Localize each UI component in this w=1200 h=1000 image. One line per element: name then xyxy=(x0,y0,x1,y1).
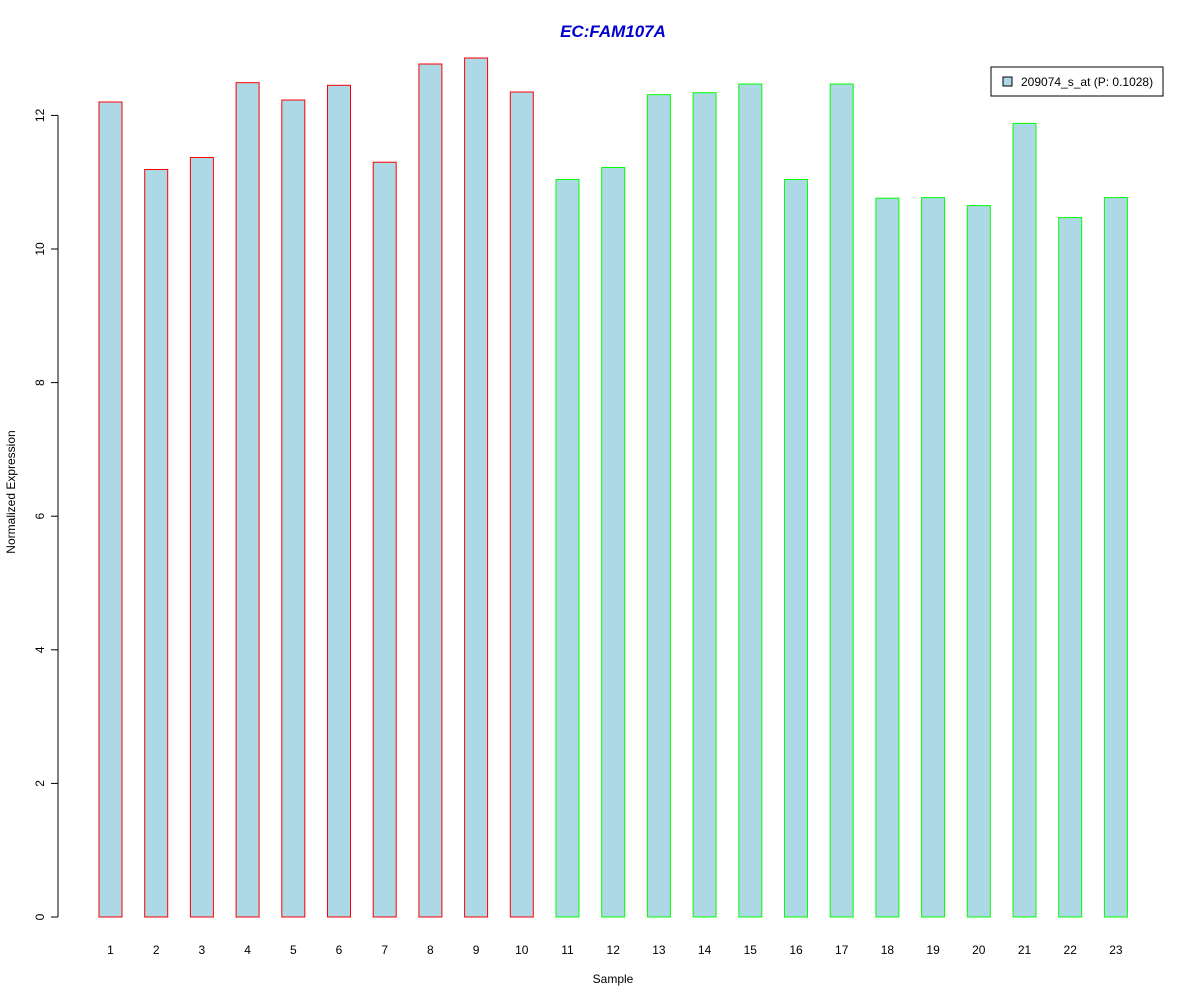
x-axis-tick-label: 10 xyxy=(515,943,529,957)
bar-sample-23 xyxy=(1103,197,1128,918)
bars-group xyxy=(98,57,1128,918)
y-axis-tick-label: 12 xyxy=(33,108,47,122)
x-axis-tick-label: 6 xyxy=(336,943,343,957)
x-axis-tick-label: 7 xyxy=(381,943,388,957)
x-axis-tick-labels: 1 2 3 4 5 6 7 8 9 10 11 12 13 14 15 16 17 18 19 20 21 22 23 xyxy=(107,943,1123,957)
bar-sample-14 xyxy=(692,92,717,918)
x-axis-tick-label: 13 xyxy=(652,943,666,957)
x-axis-tick-label: 23 xyxy=(1109,943,1123,957)
x-axis-tick-label: 20 xyxy=(972,943,986,957)
bar-sample-13 xyxy=(646,94,671,918)
legend-swatch xyxy=(1002,76,1013,87)
bar-sample-2 xyxy=(144,169,169,918)
bar-sample-21 xyxy=(1012,122,1037,918)
bar-sample-3 xyxy=(189,157,214,918)
bar-sample-10 xyxy=(509,91,534,918)
x-axis-tick-label: 19 xyxy=(926,943,940,957)
x-axis-tick-label: 11 xyxy=(561,943,574,957)
x-axis-tick-label: 4 xyxy=(244,943,251,957)
x-axis-tick-label: 22 xyxy=(1064,943,1078,957)
x-axis-tick-label: 12 xyxy=(607,943,621,957)
legend-box xyxy=(990,66,1164,97)
x-axis-tick-label: 1 xyxy=(107,943,114,957)
chart-title: EC:FAM107A xyxy=(560,22,666,41)
x-axis-tick-label: 15 xyxy=(744,943,758,957)
y-axis-tick-label: 10 xyxy=(33,242,47,256)
bar-sample-19 xyxy=(921,197,946,918)
y-axis-tick-label: 2 xyxy=(33,780,47,787)
x-axis-tick-label: 2 xyxy=(153,943,160,957)
x-axis-tick-label: 14 xyxy=(698,943,712,957)
x-axis-title: Sample xyxy=(593,972,634,986)
y-axis-title: Normalized Expression xyxy=(4,430,18,553)
bar-sample-6 xyxy=(327,84,351,918)
bar-sample-5 xyxy=(281,99,306,918)
bar-sample-1 xyxy=(98,101,123,918)
x-axis-tick-label: 16 xyxy=(789,943,803,957)
y-axis-tick-label: 6 xyxy=(33,513,47,520)
bar-sample-7 xyxy=(372,161,397,918)
x-axis-tick-label: 18 xyxy=(881,943,895,957)
bar-sample-15 xyxy=(738,83,763,918)
bar-sample-4 xyxy=(235,82,260,918)
bar-sample-16 xyxy=(784,179,808,918)
bar-sample-22 xyxy=(1058,217,1083,918)
bar-sample-11 xyxy=(555,179,580,918)
y-axis-tick-label: 0 xyxy=(33,913,47,920)
x-axis-tick-label: 5 xyxy=(290,943,297,957)
bar-sample-8 xyxy=(418,63,443,918)
bar-sample-9 xyxy=(464,57,489,918)
x-axis-tick-label: 9 xyxy=(473,943,480,957)
y-axis-tick-label: 8 xyxy=(33,379,47,386)
bar-sample-17 xyxy=(829,83,854,918)
bar-sample-20 xyxy=(966,205,991,918)
x-axis-tick-label: 17 xyxy=(835,943,849,957)
y-axis-tick-label: 4 xyxy=(33,646,47,653)
x-axis-tick-label: 21 xyxy=(1018,943,1032,957)
legend-label: 209074_s_at (P: 0.1028) xyxy=(1021,75,1153,89)
bar-sample-18 xyxy=(875,197,900,918)
bar-sample-12 xyxy=(601,167,626,918)
x-axis-tick-label: 8 xyxy=(427,943,434,957)
legend: 209074_s_at (P: 0.1028) xyxy=(990,66,1164,97)
y-axis: 0 2 4 6 8 10 12 xyxy=(33,108,59,920)
x-axis-tick-label: 3 xyxy=(199,943,206,957)
